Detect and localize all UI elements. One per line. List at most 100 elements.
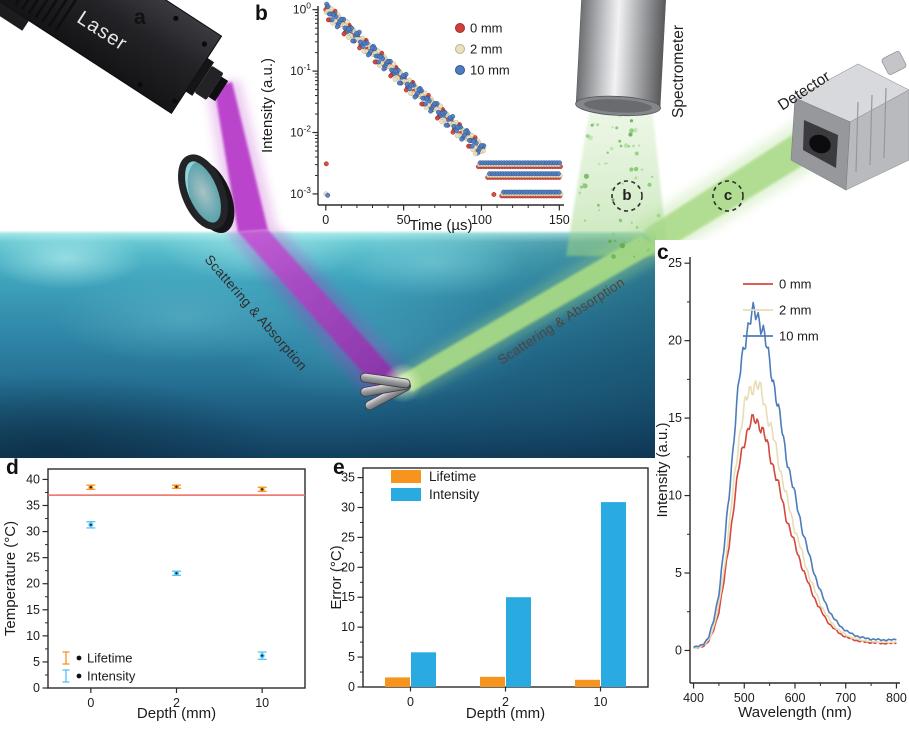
legend-item: 10 mm <box>743 329 819 344</box>
emission-beam-air <box>644 128 825 254</box>
tick-label: 10 <box>255 696 269 710</box>
tick-label: 2 <box>173 696 180 710</box>
bar <box>601 502 626 687</box>
tick-label: 50 <box>397 213 411 227</box>
y-tick-label: 10-2 <box>290 124 311 140</box>
legend-item: 2 mm <box>455 42 503 57</box>
laser-icon <box>0 0 229 114</box>
legend-label: 2 mm <box>470 42 503 57</box>
y-axis-label: Temperature (°C) <box>2 521 19 636</box>
bar <box>411 652 436 687</box>
bar <box>480 676 505 687</box>
tick-label: 0 <box>87 696 94 710</box>
tick-label: 5 <box>348 650 355 664</box>
tick-label: 400 <box>683 691 704 705</box>
tick-label: 10 <box>26 629 40 643</box>
tick-label: 40 <box>26 472 40 486</box>
y-tick-label: 10-3 <box>290 185 311 201</box>
error-bars-intensity <box>411 502 626 687</box>
legend-label: 10 mm <box>470 63 510 78</box>
legend-item: 0 mm <box>455 21 503 36</box>
legend-item: 10 mm <box>455 63 510 78</box>
y-axis-label: Error (°C) <box>330 545 345 609</box>
decay-series-10mm <box>324 1 563 195</box>
bar <box>506 597 531 687</box>
tick-label: 25 <box>668 256 682 270</box>
y-tick-label: 100 <box>293 1 311 17</box>
spectrometer-icon <box>575 0 667 117</box>
tick-label: 20 <box>668 334 682 348</box>
x-axis-label: Depth (mm) <box>466 705 545 722</box>
scattering-particles <box>578 111 664 259</box>
tick-label: 0 <box>348 680 355 694</box>
spectrum-line-2mm <box>693 379 897 649</box>
tick-label: 0 <box>675 643 682 657</box>
tick-label: 30 <box>26 525 40 539</box>
detector-icon <box>790 51 909 191</box>
tick-label: 150 <box>549 213 570 227</box>
x-axis-label: Time (µs) <box>409 217 472 234</box>
tick-label: 100 <box>471 213 492 227</box>
spectrum-line-10mm <box>693 301 897 649</box>
panel-e-error-chart: 0 5 10 15 20 25 30 35 0 2 10 Depth (mm) Error (°C) Li… <box>330 467 649 722</box>
tick-label: 30 <box>341 500 355 514</box>
laser-beam-water <box>238 230 402 392</box>
tick-label: 25 <box>26 551 40 565</box>
tick-label: 800 <box>886 691 907 705</box>
legend-item: Intensity <box>391 487 480 502</box>
tick-label: 25 <box>341 530 355 544</box>
y-axis-label: Intensity (a.u.) <box>655 422 671 517</box>
legend-label: Intensity <box>87 669 136 684</box>
panel-label-e: e <box>333 456 345 479</box>
tick-label: 0 <box>407 695 414 709</box>
panel-d-temperature-chart: 0 5 10 15 20 25 30 35 40 0 2 10 Depth (mm) Temperatur… <box>2 468 306 722</box>
emission-beam-water <box>396 236 662 392</box>
legend-label: 0 mm <box>779 277 812 292</box>
tick-label: 10 <box>594 695 608 709</box>
temp-series-lifetime <box>86 484 267 493</box>
x-axis-label: Wavelength (nm) <box>738 704 852 721</box>
y-axis-label: Intensity (a.u.) <box>259 58 276 153</box>
tick-label: 5 <box>33 655 40 669</box>
tick-label: 2 <box>502 695 509 709</box>
legend-label: Lifetime <box>429 469 476 484</box>
tick-label: 500 <box>734 691 755 705</box>
laser-beam-air <box>214 82 268 232</box>
tick-label: 20 <box>341 560 355 574</box>
legend-item: Intensity <box>62 669 136 684</box>
tick-label: 5 <box>675 566 682 580</box>
probe-rods-icon <box>360 372 411 411</box>
optical-setup-illustration <box>0 0 909 411</box>
lens-icon <box>178 154 228 230</box>
tick-label: 15 <box>668 411 682 425</box>
legend-item: Lifetime <box>391 469 476 484</box>
tick-label: 35 <box>341 471 355 485</box>
error-bars-lifetime <box>385 676 600 687</box>
spectrometer-label: Spectrometer <box>670 24 687 118</box>
legend-item: Lifetime <box>62 651 133 666</box>
tick-label: 0 <box>33 681 40 695</box>
bar <box>575 679 600 687</box>
legend-label: Lifetime <box>87 651 133 666</box>
bar <box>385 677 410 687</box>
panel-label-d: d <box>6 456 19 479</box>
y-tick-label: 10-1 <box>290 62 311 78</box>
x-axis-label: Depth (mm) <box>137 705 216 722</box>
panel-b-decay-chart: 0 50 100 150 100 10-1 10-2 10-3 Time (µs) Intensi… <box>259 1 570 234</box>
circle-letter-c: c <box>723 187 733 204</box>
tick-label: 35 <box>26 499 40 513</box>
tick-label: 10 <box>668 489 682 503</box>
tick-label: 15 <box>26 603 40 617</box>
legend-item: 0 mm <box>743 277 812 292</box>
tick-label: 10 <box>341 620 355 634</box>
legend-label: Intensity <box>429 487 480 502</box>
tick-label: 0 <box>322 213 329 227</box>
panel-c-spectrum-chart: 400 500 600 700 800 0 5 10 15 20 25 Wavelength (nm)… <box>655 240 909 729</box>
spectrometer-cone <box>566 106 668 256</box>
circle-marker-b <box>611 180 643 212</box>
tick-label: 20 <box>26 577 40 591</box>
legend-label: 0 mm <box>470 21 503 36</box>
circle-marker-c <box>712 180 744 212</box>
panel-label-c: c <box>657 241 669 264</box>
